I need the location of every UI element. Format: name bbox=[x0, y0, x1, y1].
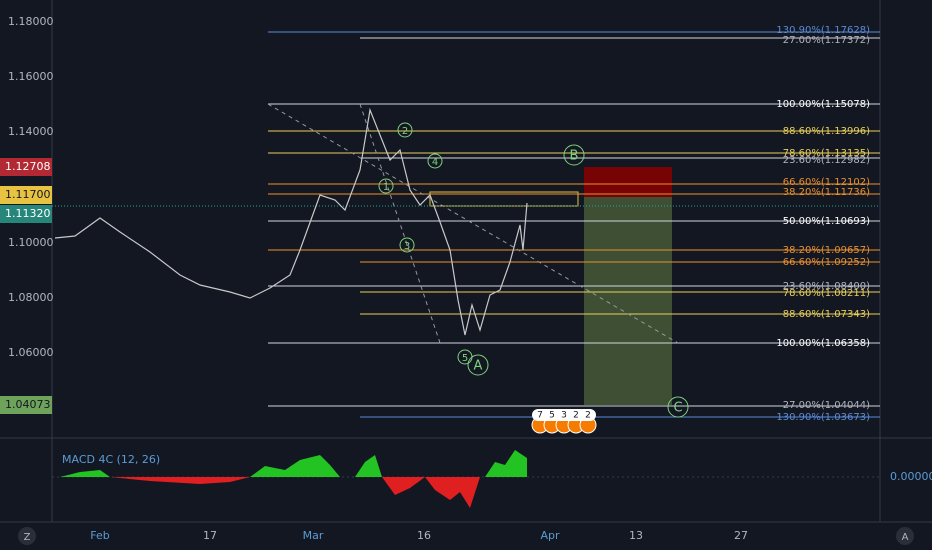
wave-label: B bbox=[570, 149, 579, 164]
target-zone bbox=[584, 197, 672, 405]
fib-label: 27.00%(1.04044) bbox=[783, 400, 870, 411]
wave-circles bbox=[378, 122, 689, 418]
time-tick-label: Feb bbox=[90, 529, 109, 542]
fib-label: 88.60%(1.13996) bbox=[783, 126, 870, 137]
fib-label: 100.00%(1.15078) bbox=[776, 99, 870, 110]
macd-positive bbox=[250, 455, 340, 477]
fib-labels: 130.90%(1.17628) 27.00%(1.17372) 100.00%… bbox=[776, 25, 870, 423]
indicator-axis-label: 0.00000 bbox=[890, 470, 932, 483]
wave-circle bbox=[378, 178, 394, 194]
event-count: 3 bbox=[561, 411, 567, 421]
price-tick-label: 1.08000 bbox=[8, 291, 54, 304]
fib-label: 88.60%(1.07343) bbox=[783, 309, 870, 320]
price-badge bbox=[0, 396, 52, 414]
trend-line bbox=[267, 103, 679, 344]
fib-label: 50.00%(1.10693) bbox=[783, 216, 870, 227]
wave-label: 2 bbox=[402, 126, 408, 137]
wave-label: C bbox=[673, 401, 682, 416]
fib-label: 38.20%(1.11736) bbox=[783, 187, 870, 198]
fib-label: 78.60%(1.13135) bbox=[783, 148, 870, 159]
price-tick-label: 1.10000 bbox=[8, 236, 54, 249]
wave-label: 5 bbox=[462, 353, 468, 364]
macd-negative bbox=[110, 477, 250, 484]
wave-label: 3 bbox=[404, 241, 410, 252]
scale-button-label[interactable]: Z bbox=[24, 532, 31, 543]
auto-button-label[interactable]: A bbox=[902, 532, 909, 543]
price-badge bbox=[0, 158, 52, 176]
wave-label: A bbox=[474, 359, 483, 374]
wave-circle bbox=[467, 354, 489, 376]
wave-circle bbox=[667, 396, 689, 418]
price-tick-label: 1.18000 bbox=[8, 15, 54, 28]
event-count: 5 bbox=[549, 411, 555, 421]
indicator-title: MACD 4C (12, 26) bbox=[62, 453, 160, 466]
fib-label: 66.60%(1.09252) bbox=[783, 257, 870, 268]
time-tick-label: 13 bbox=[629, 529, 643, 542]
wave-label: 1 bbox=[383, 182, 389, 193]
time-tick-label: Mar bbox=[303, 529, 324, 542]
fib-label: 38.20%(1.09657) bbox=[783, 245, 870, 256]
time-tick-label: 27 bbox=[734, 529, 748, 542]
wave-circle bbox=[563, 144, 585, 166]
price-tick-label: 1.06000 bbox=[8, 346, 54, 359]
price-badge-label: 1.12708 bbox=[5, 160, 51, 173]
fib-lines bbox=[268, 31, 880, 418]
fib-label: 130.90%(1.17628) bbox=[776, 25, 870, 36]
macd-positive bbox=[485, 450, 527, 477]
fib-label: 130.90%(1.03673) bbox=[776, 412, 870, 423]
fib-label: 27.00%(1.17372) bbox=[783, 35, 870, 46]
macd-positive bbox=[60, 470, 110, 477]
price-badge-label: 1.11700 bbox=[5, 188, 51, 201]
event-count: 2 bbox=[585, 411, 591, 421]
wave-circle bbox=[397, 122, 413, 138]
time-tick-label: Apr bbox=[540, 529, 560, 542]
event-count: 2 bbox=[573, 411, 579, 421]
stop-zone bbox=[584, 167, 672, 197]
price-tick-label: 1.14000 bbox=[8, 125, 54, 138]
time-tick-label: 16 bbox=[417, 529, 431, 542]
event-badges: 7 5 3 2 2 bbox=[531, 409, 597, 434]
price-badge-label: 1.11320 bbox=[5, 207, 51, 220]
fib-label: 23.60%(1.08400) bbox=[783, 281, 870, 292]
trend-line bbox=[359, 103, 441, 344]
macd-positive bbox=[355, 455, 382, 477]
time-tick-label: 17 bbox=[203, 529, 217, 542]
wave-circle bbox=[427, 153, 443, 169]
price-badge bbox=[0, 186, 52, 204]
price-badge-label: 1.04073 bbox=[5, 398, 51, 411]
price-tick-label: 1.16000 bbox=[8, 70, 54, 83]
price-badge bbox=[0, 205, 52, 223]
wave-label: 4 bbox=[432, 157, 438, 168]
fib-label: 23.60%(1.12982) bbox=[783, 155, 870, 166]
scale-button[interactable] bbox=[18, 527, 36, 545]
fib-label: 78.60%(1.08211) bbox=[783, 288, 870, 299]
price-series bbox=[54, 107, 528, 336]
macd-negative bbox=[382, 477, 480, 508]
event-count: 7 bbox=[537, 411, 543, 421]
auto-button[interactable] bbox=[896, 527, 914, 545]
wave-circle bbox=[399, 237, 415, 253]
fib-label: 66.60%(1.12102) bbox=[783, 177, 870, 188]
event-count-bar bbox=[532, 409, 596, 421]
fib-label: 100.00%(1.06358) bbox=[776, 338, 870, 349]
